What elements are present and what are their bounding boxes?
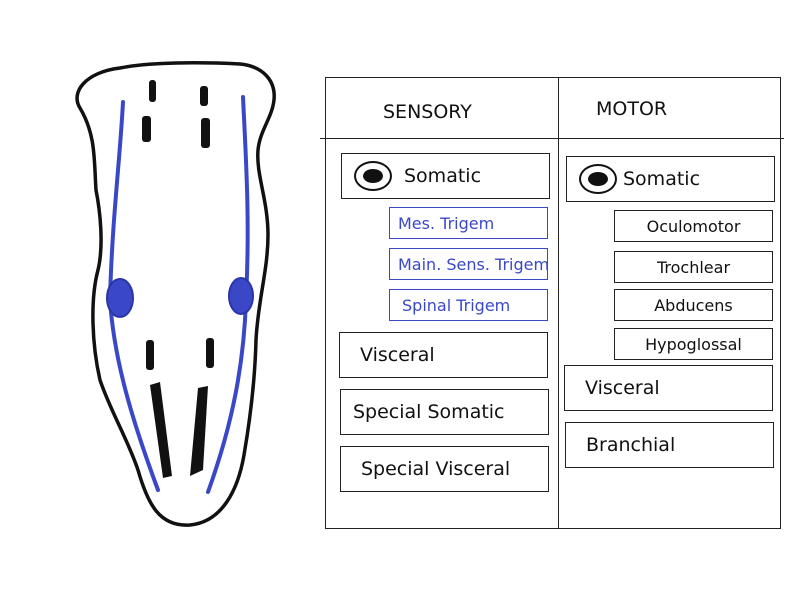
sensory-somatic-item: Spinal Trigem	[389, 289, 548, 321]
motor-visceral-box: Visceral	[564, 365, 773, 411]
motor-somatic-box: Somatic	[566, 156, 775, 202]
motor-somatic-label: Somatic	[623, 168, 701, 190]
eye-icon	[354, 161, 392, 191]
motor-branchial-box: Branchial	[565, 422, 774, 468]
sensory-somatic-item: Main. Sens. Trigem	[389, 248, 549, 280]
blue-nucleus-left	[106, 278, 134, 318]
sensory-somatic-label: Somatic	[404, 165, 482, 187]
black-nuclei-lower	[146, 338, 214, 478]
eye-icon	[579, 164, 617, 194]
motor-header: MOTOR	[596, 98, 668, 120]
motor-somatic-item: Trochlear	[614, 251, 773, 283]
brainstem-diagram	[75, 61, 276, 527]
motor-somatic-item: Hypoglossal	[614, 328, 773, 360]
column-divider	[558, 77, 559, 529]
table-frame	[325, 77, 781, 529]
sensory-special-visceral-box: Special Visceral	[340, 446, 549, 492]
sensory-header: SENSORY	[383, 101, 472, 123]
sensory-visceral-box: Visceral	[339, 332, 548, 378]
sensory-special-somatic-box: Special Somatic	[340, 389, 549, 435]
sensory-somatic-item: Mes. Trigem	[389, 207, 548, 239]
header-divider	[320, 138, 784, 139]
blue-nucleus-right	[228, 277, 254, 315]
motor-somatic-item: Abducens	[614, 289, 773, 321]
black-nuclei-upper	[142, 80, 210, 148]
sensory-somatic-box: Somatic	[341, 153, 550, 199]
motor-somatic-item: Oculomotor	[614, 210, 773, 242]
brainstem-outline	[75, 61, 276, 527]
